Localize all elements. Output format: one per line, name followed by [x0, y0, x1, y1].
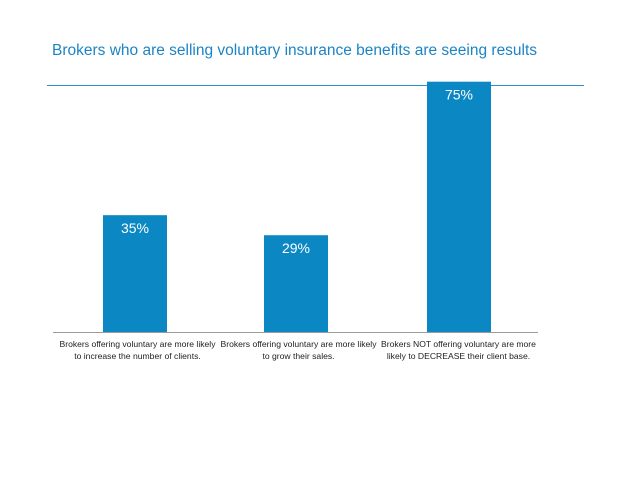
- title-divider: [47, 85, 584, 86]
- bar-value-label-grow-sales: 29%: [282, 240, 310, 256]
- category-label-decrease-clients: Brokers NOT offering voluntary are more …: [381, 339, 536, 361]
- bar-decrease-clients: [427, 81, 491, 332]
- category-label-increase-clients: Brokers offering voluntary are more like…: [59, 339, 216, 361]
- category-label-grow-sales: Brokers offering voluntary are more like…: [220, 339, 377, 361]
- bar-increase-clients: [103, 215, 167, 332]
- bar-value-label-decrease-clients: 75%: [445, 87, 473, 103]
- bar-value-label-increase-clients: 35%: [121, 220, 149, 236]
- slide-title: Brokers who are selling voluntary insura…: [52, 42, 538, 59]
- bar-grow-sales: [264, 235, 328, 332]
- bar-series: 35% 29% 75%: [103, 81, 491, 332]
